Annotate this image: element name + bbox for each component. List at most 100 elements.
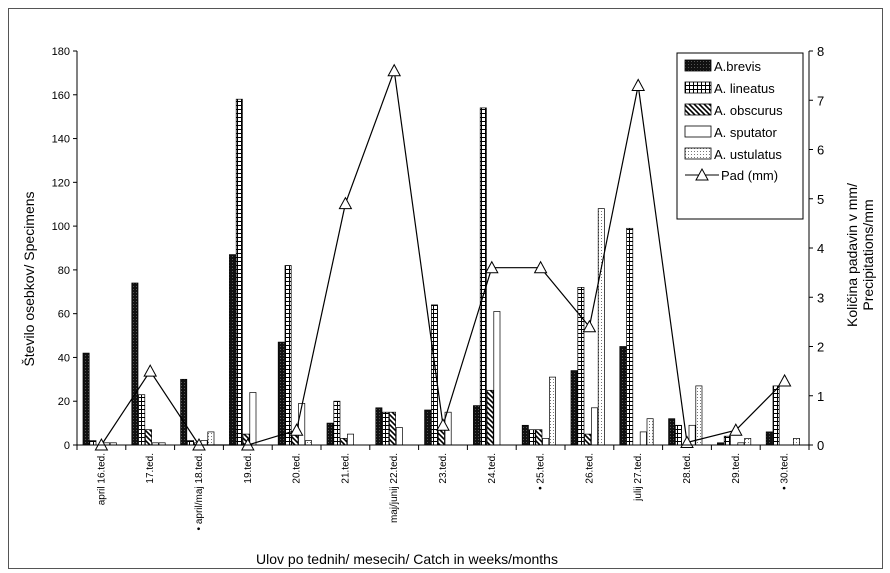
y-tick-label: 120 — [52, 177, 70, 189]
bar-3-11 — [639, 431, 647, 446]
bar-1-1 — [138, 394, 146, 446]
legend-label: A. sputator — [714, 125, 778, 140]
bar-0-12 — [668, 418, 676, 446]
bar-2-1 — [145, 429, 152, 446]
bar-line-chart: 0 20 40 60 80 100 120 140 160 180 0 1 2 3 4 5 6 7 8 april… — [21, 44, 876, 567]
bar-0-14 — [765, 431, 773, 446]
bar-3-10 — [591, 407, 598, 446]
legend-label: A. obscurus — [714, 103, 783, 118]
x-category-label: 23.ted. — [438, 453, 449, 484]
bar-0-6 — [375, 407, 383, 446]
bar-4-4 — [305, 440, 312, 446]
bar-1-6 — [382, 411, 390, 446]
bar-3-3 — [249, 392, 257, 446]
y-tick-label: 140 — [52, 134, 70, 146]
bar-1-12 — [675, 424, 682, 446]
y2-axis-title-line1: Količina padavin v mm/ — [844, 183, 860, 327]
bar-0-10 — [570, 370, 578, 446]
bar-0-11 — [619, 346, 627, 446]
bar-0-7 — [424, 409, 432, 446]
bar-4-2 — [207, 431, 215, 446]
y2-tick-label: 2 — [817, 340, 824, 355]
bar-3-9 — [542, 438, 550, 446]
bar-2-6 — [389, 411, 396, 446]
bar-1-13 — [723, 435, 731, 446]
x-category-label: 29.ted. — [731, 453, 742, 484]
x-category-label: • 30.ted. — [780, 453, 791, 490]
bar-4-12 — [695, 385, 703, 446]
bar-1-5 — [333, 400, 341, 446]
x-category-label: 20.ted. — [292, 453, 303, 484]
bar-4-10 — [597, 208, 605, 446]
x-category-label: 24.ted. — [487, 453, 498, 484]
y2-tick-label: 0 — [817, 438, 824, 453]
bars-layer — [82, 98, 800, 446]
right-ticks-layer: 0 1 2 3 4 5 6 7 8 — [809, 44, 824, 453]
y2-tick-label: 3 — [817, 290, 824, 305]
precipitation-point — [484, 260, 499, 274]
bar-0-5 — [326, 422, 334, 446]
precipitation-point — [533, 260, 548, 274]
y2-tick-label: 1 — [817, 389, 824, 404]
bar-4-11 — [646, 418, 654, 446]
bar-4-9 — [549, 376, 556, 446]
bar-2-5 — [340, 438, 348, 446]
bar-2-7 — [437, 429, 445, 446]
bar-0-4 — [277, 341, 285, 446]
bar-0-8 — [473, 405, 480, 446]
bar-0-2 — [180, 378, 188, 446]
bar-2-9 — [535, 429, 543, 446]
bar-2-8 — [486, 389, 494, 446]
bar-1-3 — [235, 98, 243, 446]
bar-1-10 — [577, 287, 585, 446]
legend-label: A. lineatus — [714, 81, 775, 96]
chart-frame: 0 20 40 60 80 100 120 140 160 180 0 1 2 3 4 5 6 7 8 april… — [8, 8, 883, 569]
legend-swatch — [684, 103, 712, 116]
precipitation-point — [728, 423, 743, 436]
bar-1-4 — [284, 265, 292, 446]
y2-tick-label: 6 — [817, 143, 824, 158]
bar-4-13 — [744, 438, 752, 446]
bar-1-11 — [626, 227, 634, 446]
bar-3-8 — [493, 311, 501, 446]
legend-label: A. ustulatus — [714, 147, 782, 162]
x-ticks-layer: april 16.ted. 17.ted. • april/maj 18.ted. 1… — [76, 445, 810, 530]
legend-swatch — [684, 59, 712, 72]
x-category-label: 17.ted. — [145, 453, 156, 484]
y2-tick-label: 8 — [817, 44, 824, 59]
precipitation-point — [631, 78, 646, 91]
precipitation-point — [143, 364, 158, 377]
legend-marker — [695, 167, 709, 181]
x-category-label: 19.ted. — [243, 453, 254, 484]
y-tick-label: 180 — [52, 46, 70, 58]
x-axis-title: Ulov po tednih/ mesecih/ Catch in weeks/… — [256, 551, 558, 567]
x-category-label: • april/maj 18.ted. — [194, 453, 205, 530]
legend-label: A.brevis — [714, 59, 761, 74]
precipitation-point — [436, 418, 450, 431]
precipitation-point — [289, 423, 304, 436]
x-category-label: 21.ted. — [340, 453, 351, 484]
x-category-label: 26.ted. — [584, 453, 595, 484]
y-axis-title: Število osebkov/ Specimens — [21, 191, 37, 366]
y-tick-label: 100 — [52, 221, 70, 233]
legend: A.brevis A. lineatus A. obscurus A. sputato… — [676, 52, 804, 220]
y-tick-label: 0 — [64, 440, 70, 452]
legend-swatch — [684, 125, 712, 138]
y2-tick-label: 5 — [817, 192, 824, 207]
bar-3-5 — [347, 433, 354, 446]
x-category-label: 28.ted. — [682, 453, 693, 484]
bar-0-1 — [131, 282, 139, 446]
y2-tick-label: 4 — [817, 241, 824, 256]
bar-2-4 — [291, 433, 299, 446]
y-tick-label: 60 — [58, 309, 70, 321]
bar-4-14 — [793, 438, 800, 446]
x-category-label: april 16.ted. — [96, 453, 107, 505]
bar-1-0 — [89, 440, 97, 446]
x-category-label: maj/junij 22.ted. — [389, 453, 400, 523]
legend-label: Pad (mm) — [721, 168, 778, 183]
y-tick-label: 40 — [58, 352, 70, 364]
bar-3-4 — [298, 403, 306, 446]
precipitation-point — [338, 196, 353, 210]
bar-1-8 — [479, 107, 487, 446]
x-category-label: • 25.ted. — [536, 453, 547, 490]
